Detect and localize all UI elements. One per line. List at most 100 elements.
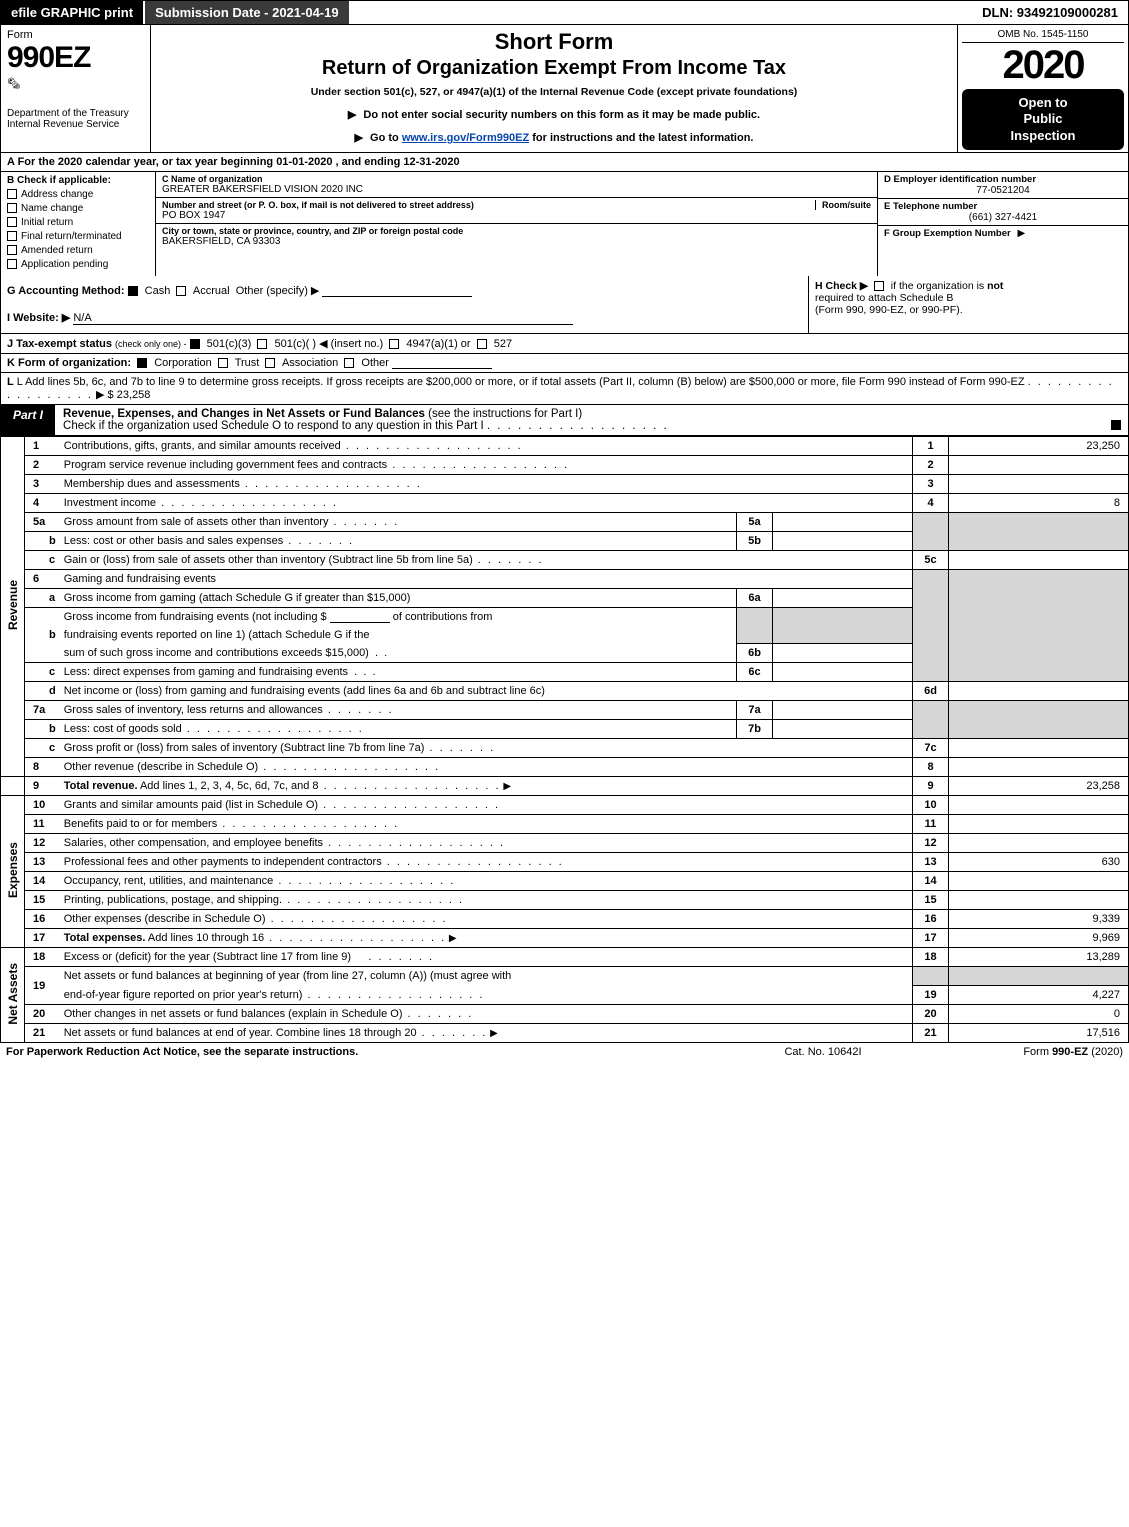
check-application-pending[interactable]: Application pending <box>7 259 149 270</box>
k-other-blank[interactable] <box>392 368 492 369</box>
line-13-value: 630 <box>949 853 1129 872</box>
check-name-change[interactable]: Name change <box>7 203 149 214</box>
notice-no-ssn: Do not enter social security numbers on … <box>159 108 949 121</box>
submission-date: Submission Date - 2021-04-19 <box>143 1 349 24</box>
city-label: City or town, state or province, country… <box>162 226 871 236</box>
header-center: Short Form Return of Organization Exempt… <box>151 25 958 152</box>
j-527: 527 <box>494 338 512 350</box>
ein-value: 77-0521204 <box>884 185 1122 196</box>
line-1-value: 23,250 <box>949 436 1129 455</box>
line-2-value <box>949 455 1129 474</box>
revenue-side-label: Revenue <box>1 436 25 777</box>
line-21-value: 17,516 <box>949 1023 1129 1042</box>
open-line1: Open to <box>966 95 1120 111</box>
city-value: BAKERSFIELD, CA 93303 <box>162 236 871 247</box>
part1-header: Part I Revenue, Expenses, and Changes in… <box>0 405 1129 436</box>
line-3: 3 Membership dues and assessments 3 <box>1 474 1129 493</box>
section-b-header: B Check if applicable: <box>7 175 149 186</box>
line-5c-value <box>949 550 1129 569</box>
g-cash: Cash <box>145 285 171 297</box>
check-cash[interactable] <box>128 286 138 296</box>
line-20-value: 0 <box>949 1004 1129 1023</box>
line-7b-value <box>773 720 913 739</box>
header-right: OMB No. 1545-1150 2020 Open to Public In… <box>958 25 1128 152</box>
line-5a: 5a Gross amount from sale of assets othe… <box>1 512 1129 531</box>
line-11: 11 Benefits paid to or for members 11 <box>1 815 1129 834</box>
line-21: 21 Net assets or fund balances at end of… <box>1 1023 1129 1042</box>
part1-schedule-o-check[interactable] <box>1108 405 1128 435</box>
j-note: (check only one) - <box>115 339 187 349</box>
org-name: GREATER BAKERSFIELD VISION 2020 INC <box>162 184 871 195</box>
section-c: C Name of organization GREATER BAKERSFIE… <box>156 172 878 276</box>
line-16: 16 Other expenses (describe in Schedule … <box>1 910 1129 929</box>
line-7a: 7a Gross sales of inventory, less return… <box>1 701 1129 720</box>
g-other-blank[interactable] <box>322 296 472 297</box>
line-14: 14 Occupancy, rent, utilities, and maint… <box>1 872 1129 891</box>
short-form-title: Short Form <box>159 29 949 55</box>
top-bar: efile GRAPHIC print Submission Date - 20… <box>0 0 1129 25</box>
group-exemption-label: F Group Exemption Number <box>884 228 1011 239</box>
website-value: N/A <box>73 312 573 325</box>
check-initial-return[interactable]: Initial return <box>7 217 149 228</box>
check-4947[interactable] <box>389 339 399 349</box>
check-address-change[interactable]: Address change <box>7 189 149 200</box>
h-text4: (Form 990, 990-EZ, or 990-PF). <box>815 304 963 316</box>
efile-label: efile GRAPHIC print <box>1 1 143 24</box>
line-20: 20 Other changes in net assets or fund b… <box>1 1004 1129 1023</box>
check-501c[interactable] <box>257 339 267 349</box>
part1-table: Revenue 1 Contributions, gifts, grants, … <box>0 436 1129 1043</box>
check-association[interactable] <box>265 358 275 368</box>
section-b: B Check if applicable: Address change Na… <box>1 172 156 276</box>
section-l: L L Add lines 5b, 6c, and 7b to line 9 t… <box>0 373 1129 405</box>
group-exemption-cell: F Group Exemption Number <box>878 226 1128 241</box>
page-footer: For Paperwork Reduction Act Notice, see … <box>0 1043 1129 1061</box>
line-10-value <box>949 796 1129 815</box>
triangle-icon <box>348 109 360 121</box>
l-text: L Add lines 5b, 6c, and 7b to line 9 to … <box>17 376 1025 388</box>
check-other-org[interactable] <box>344 358 354 368</box>
section-g: G Accounting Method: Cash Accrual Other … <box>1 276 808 333</box>
line-7c-value <box>949 739 1129 758</box>
check-corporation[interactable] <box>137 358 147 368</box>
line-6b-value <box>773 644 913 663</box>
l-amount: $ 23,258 <box>108 389 151 401</box>
check-amended-return[interactable]: Amended return <box>7 245 149 256</box>
return-title: Return of Organization Exempt From Incom… <box>159 57 949 80</box>
line-19-b: end-of-year figure reported on prior yea… <box>1 985 1129 1004</box>
line-9-value: 23,258 <box>949 777 1129 796</box>
line-8: 8 Other revenue (describe in Schedule O)… <box>1 758 1129 777</box>
line-15: 15 Printing, publications, postage, and … <box>1 891 1129 910</box>
line-5c: c Gain or (loss) from sale of assets oth… <box>1 550 1129 569</box>
netassets-side-label: Net Assets <box>1 948 25 1043</box>
street-label: Number and street (or P. O. box, if mail… <box>162 200 871 210</box>
check-final-return[interactable]: Final return/terminated <box>7 231 149 242</box>
notice2-pre: Go to <box>370 132 402 144</box>
ein-label: D Employer identification number <box>884 174 1122 185</box>
room-label: Room/suite <box>815 200 871 210</box>
check-501c3[interactable] <box>190 339 200 349</box>
line-14-value <box>949 872 1129 891</box>
check-schedule-b[interactable] <box>874 281 884 291</box>
org-name-label: C Name of organization <box>162 174 871 184</box>
street-value: PO BOX 1947 <box>162 210 871 221</box>
expenses-side-label: Expenses <box>1 796 25 948</box>
check-trust[interactable] <box>218 358 228 368</box>
phone-value: (661) 327-4421 <box>884 212 1122 223</box>
check-527[interactable] <box>477 339 487 349</box>
tax-year: 2020 <box>962 45 1124 85</box>
line-7c: c Gross profit or (loss) from sales of i… <box>1 739 1129 758</box>
line-4-value: 8 <box>949 493 1129 512</box>
line-10: Expenses 10 Grants and similar amounts p… <box>1 796 1129 815</box>
line-6d: d Net income or (loss) from gaming and f… <box>1 682 1129 701</box>
line-18-value: 13,289 <box>949 948 1129 967</box>
triangle-icon <box>355 132 367 144</box>
check-accrual[interactable] <box>176 286 186 296</box>
section-j: J Tax-exempt status (check only one) - 5… <box>0 334 1129 354</box>
k-label: K Form of organization: <box>7 357 131 369</box>
irs-link[interactable]: www.irs.gov/Form990EZ <box>402 132 529 144</box>
line-5b-value <box>773 531 913 550</box>
line-19-value: 4,227 <box>949 985 1129 1004</box>
dept-treasury: Department of the Treasury <box>7 108 144 119</box>
line-6a-value <box>773 588 913 607</box>
h-label: H Check ▶ <box>815 280 868 292</box>
